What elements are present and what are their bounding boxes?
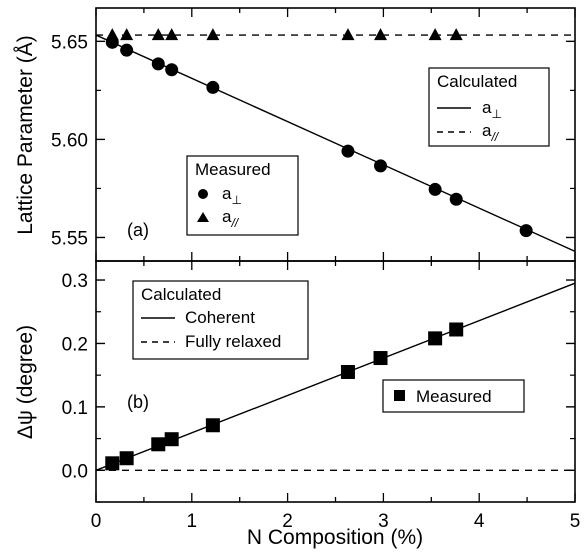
- square-point: [164, 432, 179, 447]
- legend-meas-a-perp-main: a: [222, 184, 232, 203]
- legend-measured-a: Measured a⊥ a//: [186, 155, 299, 236]
- square-point: [205, 418, 220, 433]
- legend-calculated-b-box: [132, 280, 309, 360]
- triangle-point: [428, 28, 442, 41]
- legend-square-marker: [394, 390, 405, 401]
- legend-calc-a-par-label: a//: [482, 121, 500, 144]
- legend-calculated-a: Calculated a⊥ a//: [428, 67, 550, 147]
- legend-calculated-b-title: Calculated: [141, 285, 221, 304]
- y-tick-label: 0.0: [62, 461, 88, 482]
- y-tick-label: 5.60: [51, 130, 88, 151]
- legend-circle-marker: [198, 189, 208, 199]
- y-tick-label: 0.2: [62, 334, 88, 355]
- triangle-point: [341, 28, 355, 41]
- x-tick-label: 0: [91, 511, 102, 532]
- square-point: [119, 451, 134, 466]
- triangle-point: [151, 28, 165, 41]
- legend-triangle-marker: [197, 212, 209, 222]
- x-axis-label: N Composition (%): [247, 526, 423, 549]
- legend-measured-b-box: [382, 379, 525, 413]
- x-tick-label: 3: [378, 511, 389, 532]
- x-tick-label: 1: [187, 511, 198, 532]
- y-tick-label: 0.3: [62, 271, 88, 292]
- panel-b-markers: [105, 322, 464, 471]
- circle-point: [120, 43, 134, 57]
- square-point: [449, 322, 464, 337]
- square-point: [105, 456, 120, 471]
- circle-point: [449, 192, 463, 206]
- legend-calc-a-par-sub: //: [490, 130, 499, 144]
- triangle-point: [120, 28, 134, 41]
- panel-a-ticks: 5.55 5.60 5.65: [51, 8, 576, 261]
- triangle-point: [449, 28, 463, 41]
- legend-meas-a-perp-sub: ⊥: [231, 193, 241, 207]
- panel-a-label: (a): [127, 220, 149, 240]
- circle-point: [428, 182, 442, 196]
- circle-point: [374, 159, 388, 173]
- circle-point: [206, 80, 220, 94]
- legend-calculated-a-title: Calculated: [437, 72, 517, 91]
- circle-point: [165, 63, 179, 77]
- legend-meas-a-par-sub: //: [230, 216, 239, 230]
- legend-calc-a-perp-main: a: [482, 98, 492, 117]
- triangle-point: [374, 28, 388, 41]
- circle-point: [151, 57, 165, 71]
- legend-meas-a-par-label: a//: [222, 207, 240, 230]
- x-tick-label: 5: [570, 511, 581, 532]
- legend-calculated-b: Calculated Coherent Fully relaxed: [132, 280, 309, 360]
- panel-a-ylabel: Lattice Parameter (Å): [14, 35, 37, 235]
- square-point: [151, 437, 166, 452]
- square-point: [340, 364, 355, 379]
- y-tick-label: 5.55: [51, 228, 88, 249]
- triangle-point: [165, 28, 179, 41]
- panel-a-markers: [105, 28, 533, 238]
- legend-measured-b-label: Measured: [416, 387, 492, 406]
- square-point: [373, 351, 388, 366]
- circle-point: [341, 144, 355, 158]
- legend-meas-a-perp-label: a⊥: [222, 184, 242, 207]
- y-tick-label: 0.1: [62, 398, 88, 419]
- panel-b-ylabel: Δψ (degree): [14, 325, 37, 439]
- square-point: [428, 331, 443, 346]
- legend-calc-a-perp-label: a⊥: [482, 98, 502, 121]
- circle-point: [519, 224, 533, 238]
- legend-calc-a-par-main: a: [482, 121, 492, 140]
- triangle-point: [206, 28, 220, 41]
- panel-b-ticks: 0.0 0.1 0.2 0.3 0 1 2 3 4 5: [62, 261, 581, 532]
- x-tick-label: 2: [282, 511, 293, 532]
- y-tick-label: 5.65: [51, 32, 88, 53]
- x-tick-label: 4: [474, 511, 485, 532]
- triangle-point: [105, 28, 119, 41]
- legend-calculated-a-box: [428, 67, 550, 147]
- legend-measured-b: Measured: [382, 379, 525, 413]
- legend-coherent-label: Coherent: [185, 308, 255, 327]
- legend-measured-a-title: Measured: [195, 160, 271, 179]
- legend-meas-a-par-main: a: [222, 207, 232, 226]
- legend-relaxed-label: Fully relaxed: [185, 332, 281, 351]
- legend-calc-a-perp-sub: ⊥: [491, 107, 501, 121]
- panel-b-label: (b): [127, 392, 149, 412]
